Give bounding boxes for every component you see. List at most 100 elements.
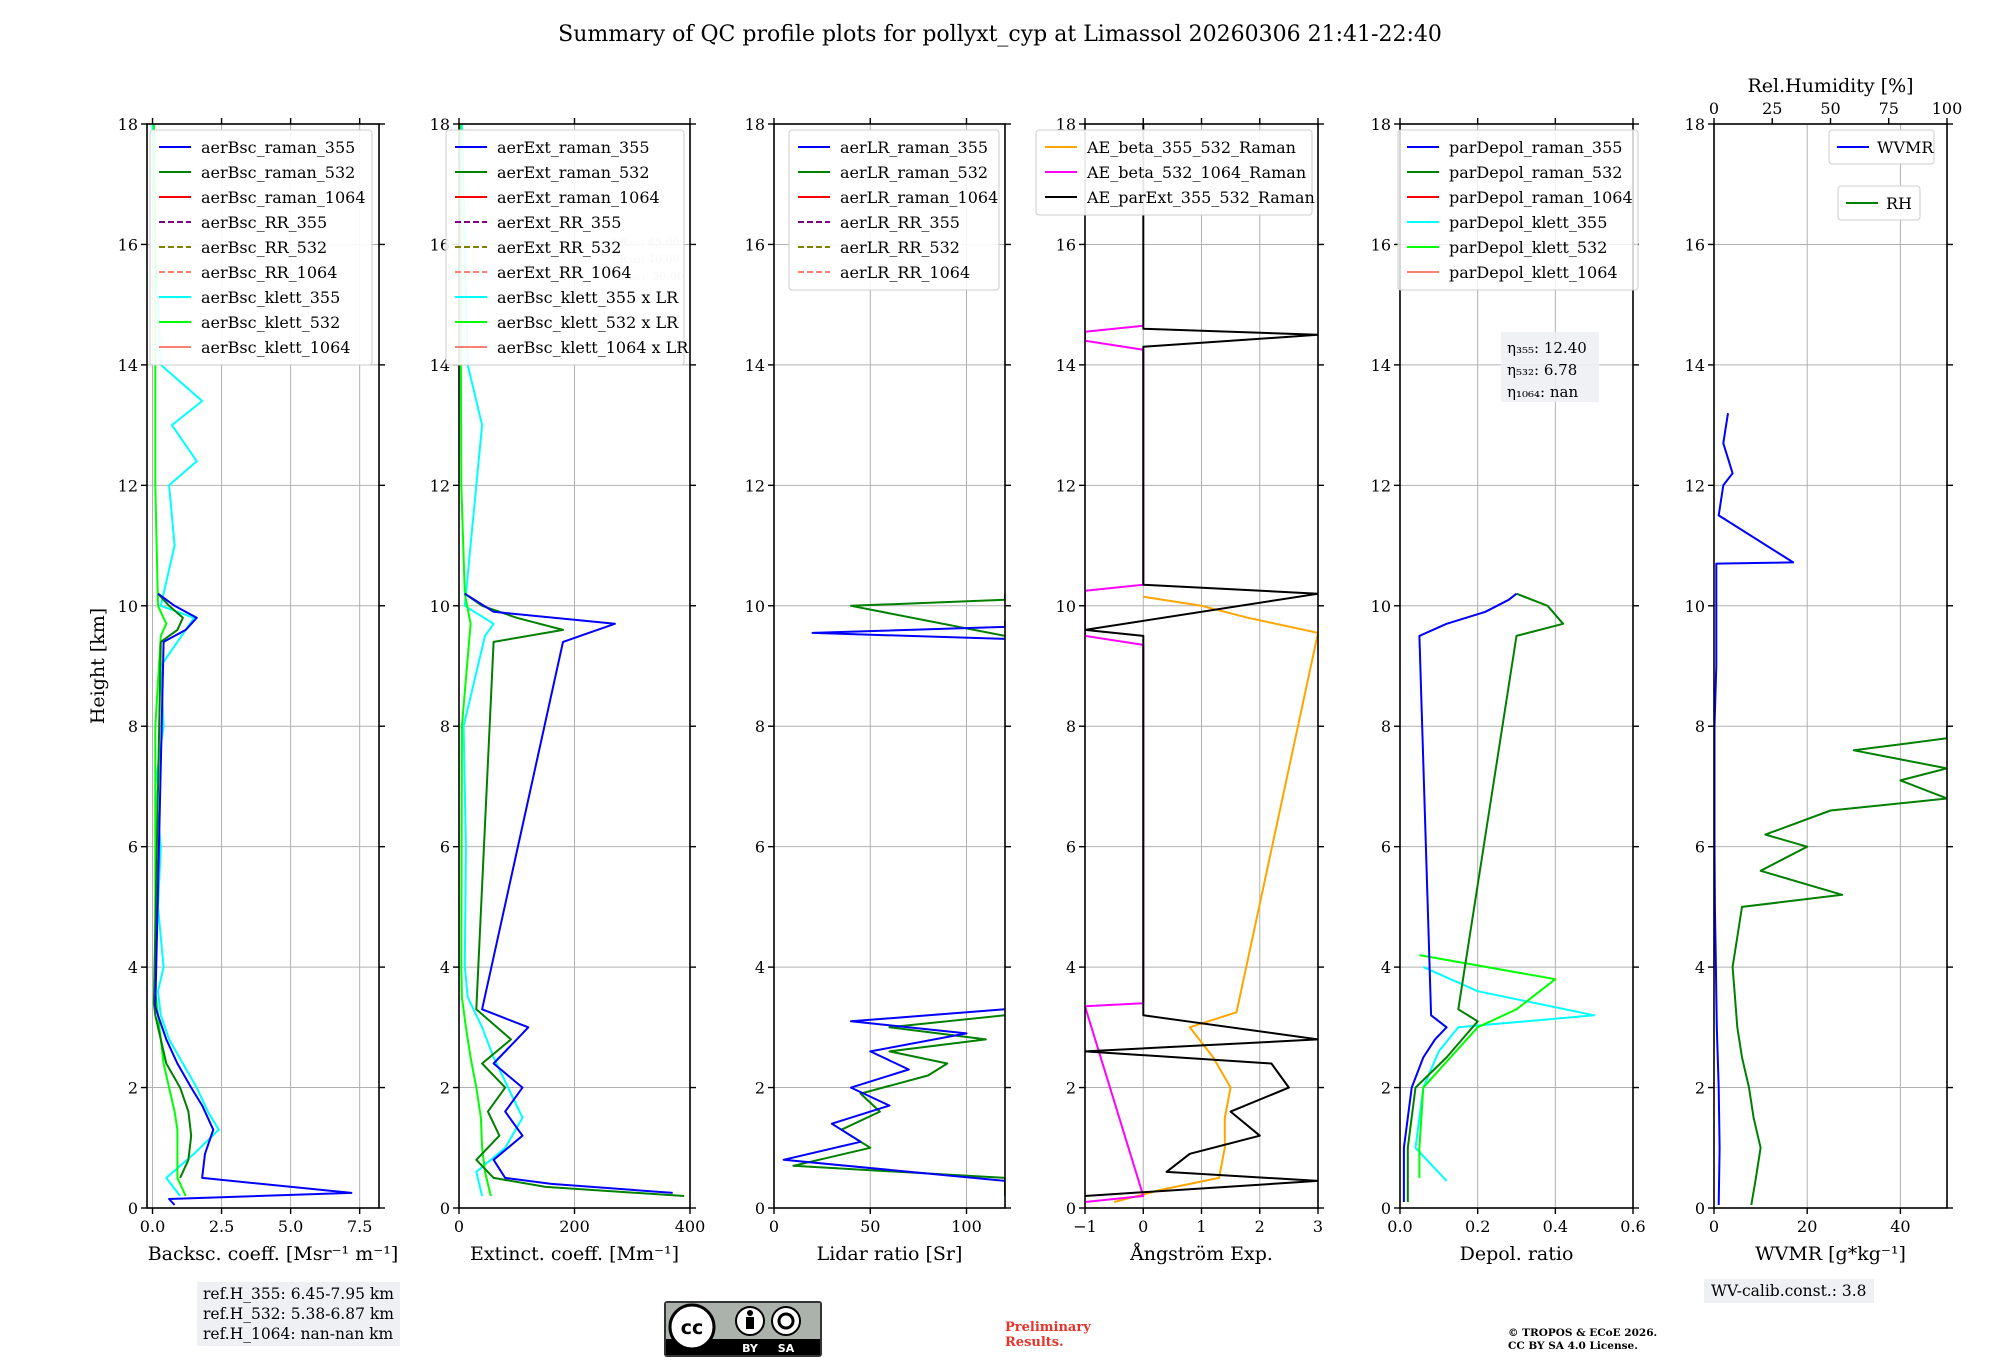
x-tick-label: 20 (1797, 1217, 1817, 1236)
copyright-line-2: CC BY SA 4.0 License. (1508, 1340, 1638, 1352)
preliminary-line-1: Preliminary (1005, 1320, 1091, 1335)
legend-label: parDepol_raman_355 (1449, 138, 1622, 157)
top-x-tick-label: 75 (1879, 99, 1899, 118)
x-tick-label: 40 (1890, 1217, 1910, 1236)
legend: aerBsc_raman_355 aerBsc_raman_532 aerBsc_r… (149, 129, 373, 366)
y-tick-label: 12 (745, 476, 765, 495)
y-tick-label: 6 (1066, 838, 1076, 857)
x-tick-label: 400 (675, 1217, 706, 1236)
series-line-AE-beta-355-532-Raman (1113, 595, 1318, 1203)
legend-label: aerBsc_klett_532 x LR (497, 313, 679, 332)
x-tick-label: 0.2 (1465, 1217, 1490, 1236)
top-x-tick-label: 0 (1709, 99, 1719, 118)
x-axis-label: Backsc. coeff. [Msr⁻¹ m⁻¹] (148, 1243, 399, 1265)
series-group (1402, 592, 1596, 1202)
series-line-aerBsc-klett-532-x-LR (459, 124, 492, 1197)
x-axis-label: Depol. ratio (1460, 1243, 1574, 1265)
series-line-aerLR-raman-355-upper (811, 620, 1005, 640)
y-tick-label: 2 (1695, 1079, 1705, 1098)
y-tick-label: 8 (128, 717, 138, 736)
y-tick-label: 18 (118, 115, 138, 134)
legend-frame (1828, 129, 1935, 165)
y-tick-label: 16 (1371, 235, 1391, 254)
series-line-parDepol-klett-532 (1418, 954, 1557, 1178)
series-group (1714, 412, 1947, 1206)
y-tick-label: 8 (755, 717, 765, 736)
x-tick-label: 50 (860, 1217, 880, 1236)
y-tick-label: 2 (128, 1079, 138, 1098)
y-tick-label: 0 (1695, 1199, 1705, 1218)
x-tick-label: 0.0 (1387, 1217, 1412, 1236)
preliminary-note: Preliminary Results. (1005, 1320, 1091, 1350)
y-tick-label: 8 (1381, 717, 1391, 736)
legend-label: aerExt_raman_532 (497, 163, 650, 182)
axes-frame (1399, 123, 1634, 1209)
series-line-parDepol-raman-355 (1402, 592, 1518, 1202)
y-tick-label: 18 (430, 115, 450, 134)
legend-frame (1397, 129, 1639, 291)
series-group (459, 124, 685, 1197)
x-axis-label: WVMR [g*kg⁻¹] (1755, 1243, 1906, 1265)
axes-frame (146, 123, 380, 1209)
y-tick-label: 14 (430, 356, 450, 375)
legend-label: aerBsc_klett_1064 x LR (497, 338, 689, 357)
y-tick-label: 18 (1371, 115, 1391, 134)
y-tick-label: 8 (1695, 717, 1705, 736)
x-tick-label: 0.4 (1543, 1217, 1568, 1236)
legend-label: parDepol_raman_1064 (1449, 188, 1633, 207)
top-x-axis-label: Rel.Humidity [%] (1747, 75, 1913, 97)
y-tick-label: 12 (1685, 476, 1705, 495)
cc-license-badge: cc BY SA (664, 1301, 822, 1357)
wv-calib-box: WV-calib.const.: 3.8 (1704, 1279, 1874, 1303)
legend: parDepol_raman_355 parDepol_raman_532 parD… (1397, 129, 1639, 291)
eta-label: η₃₅₅: 12.40 (1507, 339, 1587, 357)
y-tick-label: 4 (128, 958, 138, 977)
legend-frame (788, 129, 1000, 291)
y-tick-label: 6 (1381, 838, 1391, 857)
ref-height-355: ref.H_355: 6.45-7.95 km (203, 1285, 394, 1303)
legend-label: aerExt_raman_1064 (497, 188, 660, 207)
y-tick-label: 12 (1371, 476, 1391, 495)
y-tick-label: 0 (440, 1199, 450, 1218)
y-tick-label: 4 (755, 958, 765, 977)
y-tick-label: 14 (745, 356, 765, 375)
eta-label: η₁₀₆₄: nan (1507, 383, 1578, 401)
y-tick-label: 14 (118, 356, 138, 375)
legend-label: aerLR_RR_532 (840, 238, 960, 257)
series-line-aerExt-raman-355 (464, 592, 673, 1194)
y-tick-label: 18 (1685, 115, 1705, 134)
legend-label: aerBsc_raman_355 (201, 138, 355, 157)
y-tick-label: 12 (118, 476, 138, 495)
y-tick-label: 6 (1695, 838, 1705, 857)
cc-sa-label: SA (778, 1342, 795, 1355)
x-tick-label: 0 (1709, 1217, 1719, 1236)
y-tick-label: 16 (745, 235, 765, 254)
legend-frame (1035, 129, 1313, 216)
legend-frame (149, 129, 373, 366)
y-tick-label: 0 (128, 1199, 138, 1218)
legend-label: aerBsc_klett_355 (201, 288, 340, 307)
x-tick-label: 3 (1313, 1217, 1323, 1236)
legend-label: parDepol_klett_1064 (1449, 263, 1618, 282)
y-tick-label: 6 (755, 838, 765, 857)
legend-label: AE_beta_355_532_Raman (1086, 138, 1296, 157)
y-tick-label: 18 (745, 115, 765, 134)
legend-frame (1837, 185, 1921, 221)
y-tick-label: 16 (1056, 235, 1076, 254)
legend-frame (445, 129, 685, 366)
x-tick-label: 0 (1138, 1217, 1148, 1236)
legend-label: aerLR_RR_355 (840, 213, 960, 232)
y-tick-label: 16 (118, 235, 138, 254)
y-tick-label: 0 (755, 1199, 765, 1218)
legend-label: aerExt_RR_1064 (497, 263, 632, 282)
x-tick-label: 0 (454, 1217, 464, 1236)
series-group (1085, 124, 1318, 1203)
series-line-parDepol-raman-532 (1406, 592, 1565, 1202)
series-line-aerBsc-klett-355-x-LR (460, 124, 524, 1197)
series-group (782, 593, 1005, 1196)
y-tick-label: 10 (430, 597, 450, 616)
series-line-WVMR (1714, 412, 1795, 1206)
series-line-aerBsc-raman-355 (154, 592, 353, 1206)
